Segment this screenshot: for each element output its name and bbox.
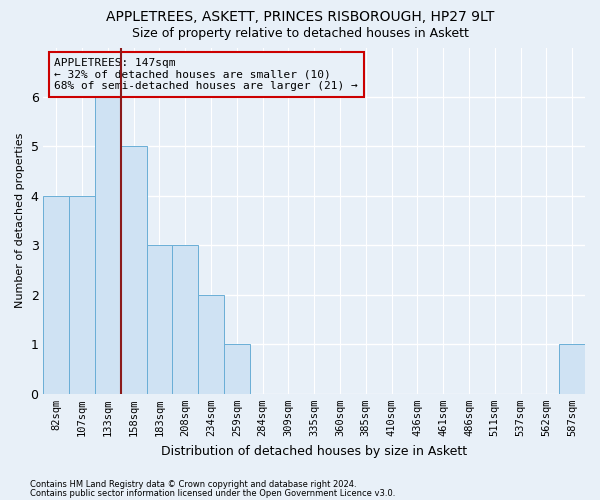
- Bar: [198, 295, 224, 394]
- Bar: [559, 344, 585, 394]
- X-axis label: Distribution of detached houses by size in Askett: Distribution of detached houses by size …: [161, 444, 467, 458]
- Bar: [69, 196, 95, 394]
- Text: APPLETREES, ASKETT, PRINCES RISBOROUGH, HP27 9LT: APPLETREES, ASKETT, PRINCES RISBOROUGH, …: [106, 10, 494, 24]
- Bar: [121, 146, 146, 394]
- Text: APPLETREES: 147sqm
← 32% of detached houses are smaller (10)
68% of semi-detache: APPLETREES: 147sqm ← 32% of detached hou…: [54, 58, 358, 91]
- Bar: [95, 97, 121, 394]
- Bar: [172, 246, 198, 394]
- Text: Size of property relative to detached houses in Askett: Size of property relative to detached ho…: [131, 28, 469, 40]
- Bar: [43, 196, 69, 394]
- Text: Contains HM Land Registry data © Crown copyright and database right 2024.: Contains HM Land Registry data © Crown c…: [30, 480, 356, 489]
- Text: Contains public sector information licensed under the Open Government Licence v3: Contains public sector information licen…: [30, 488, 395, 498]
- Bar: [146, 246, 172, 394]
- Bar: [224, 344, 250, 394]
- Y-axis label: Number of detached properties: Number of detached properties: [15, 133, 25, 308]
